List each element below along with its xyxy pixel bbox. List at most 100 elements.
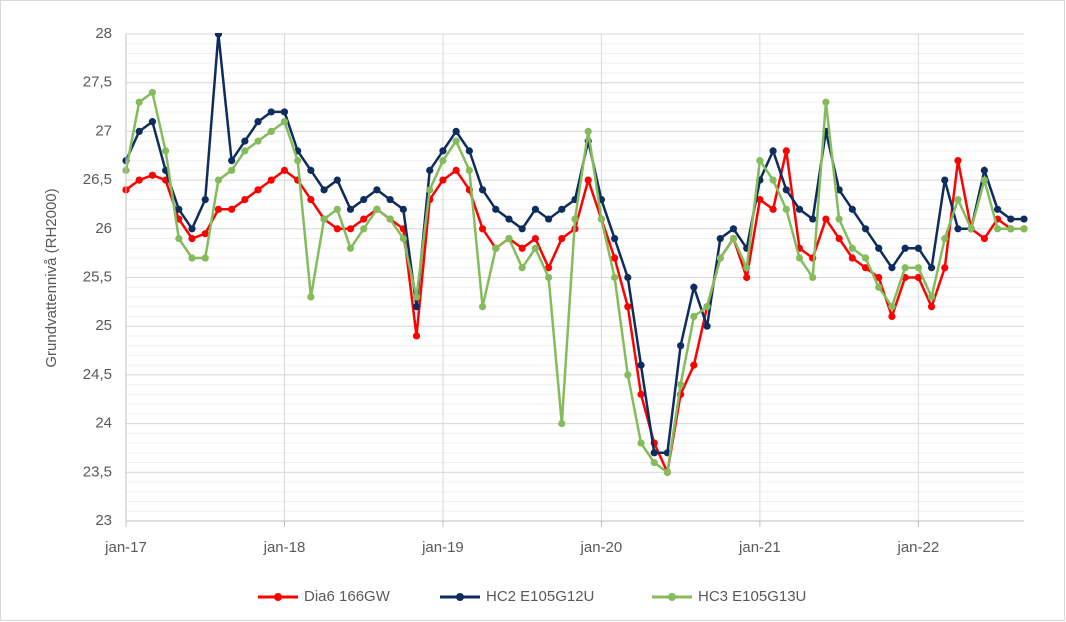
data-point [1020, 215, 1028, 223]
data-point [558, 420, 566, 428]
data-point [201, 195, 209, 204]
data-point [980, 166, 988, 174]
data-point [280, 108, 289, 116]
data-point [914, 273, 922, 282]
data-point [597, 215, 606, 223]
data-point [927, 264, 936, 272]
x-tick-label: jan-18 [263, 539, 306, 556]
data-point [360, 215, 368, 223]
data-point [135, 98, 143, 106]
data-point [307, 293, 315, 301]
data-point [531, 234, 539, 243]
data-point [795, 254, 804, 262]
data-point [927, 303, 936, 311]
data-point [941, 234, 949, 243]
data-point [307, 166, 315, 174]
data-point [439, 176, 447, 184]
data-point [452, 166, 460, 174]
data-point [888, 264, 896, 272]
data-point [611, 234, 619, 243]
data-point [544, 264, 553, 272]
data-point [650, 458, 658, 467]
data-point [531, 205, 539, 213]
data-point [280, 166, 289, 174]
data-point [148, 118, 157, 126]
data-point [267, 108, 275, 116]
data-point [135, 127, 143, 135]
data-point [954, 225, 962, 233]
data-point [386, 215, 394, 223]
data-point [888, 303, 896, 311]
data-point [267, 127, 275, 135]
data-point [861, 225, 870, 233]
x-tick-label: jan-17 [104, 539, 147, 556]
data-point [756, 157, 764, 165]
x-tick-label: jan-19 [421, 539, 464, 556]
data-point [782, 147, 790, 155]
data-point [188, 225, 196, 233]
data-point [241, 147, 249, 155]
data-point [320, 215, 328, 223]
data-point [175, 234, 183, 243]
data-point [452, 137, 460, 145]
data-point [492, 244, 500, 252]
data-point [162, 147, 170, 155]
data-point [637, 390, 645, 398]
data-point [439, 147, 447, 155]
data-point [901, 264, 909, 272]
data-point [228, 205, 236, 213]
data-point [505, 234, 513, 243]
data-point [360, 225, 368, 233]
data-point [373, 205, 381, 213]
y-tick-label: 26,5 [83, 171, 112, 188]
data-point [743, 264, 751, 272]
data-point [544, 273, 553, 282]
data-point [346, 225, 355, 233]
data-point [531, 244, 539, 252]
data-point [399, 205, 407, 213]
data-point [188, 254, 196, 262]
data-point [875, 273, 883, 282]
series [122, 33, 1028, 457]
y-tick-label: 25 [95, 317, 112, 334]
data-point [294, 157, 302, 165]
data-point [848, 205, 856, 213]
data-point [254, 118, 262, 126]
y-tick-label: 24 [95, 415, 112, 432]
y-tick-label: 23 [95, 512, 112, 529]
data-point [1007, 225, 1015, 233]
data-point [360, 195, 368, 204]
data-point [861, 264, 870, 272]
data-point [201, 254, 209, 262]
data-point [558, 205, 566, 213]
data-point [677, 381, 685, 389]
data-point [822, 98, 830, 106]
data-point [386, 195, 394, 204]
data-point [677, 342, 685, 350]
data-point [743, 273, 751, 282]
data-point [782, 205, 790, 213]
data-point [571, 215, 579, 223]
data-point [478, 303, 487, 311]
data-point [584, 176, 592, 184]
data-point [254, 186, 262, 194]
data-point [993, 225, 1002, 233]
data-point [254, 137, 262, 145]
data-point [188, 234, 196, 243]
data-point [901, 244, 909, 252]
data-point [716, 234, 724, 243]
data-point [241, 195, 249, 204]
data-point [214, 176, 223, 184]
data-point [412, 332, 421, 340]
data-point [888, 312, 896, 321]
data-point [809, 273, 817, 282]
y-axis-label: Grundvattennivå (RH2000) [43, 188, 60, 367]
data-point [822, 215, 830, 223]
data-point [465, 147, 473, 155]
data-point [148, 88, 157, 97]
data-point [228, 157, 236, 165]
data-point [346, 205, 355, 213]
data-point [412, 303, 421, 311]
data-point [875, 283, 883, 291]
